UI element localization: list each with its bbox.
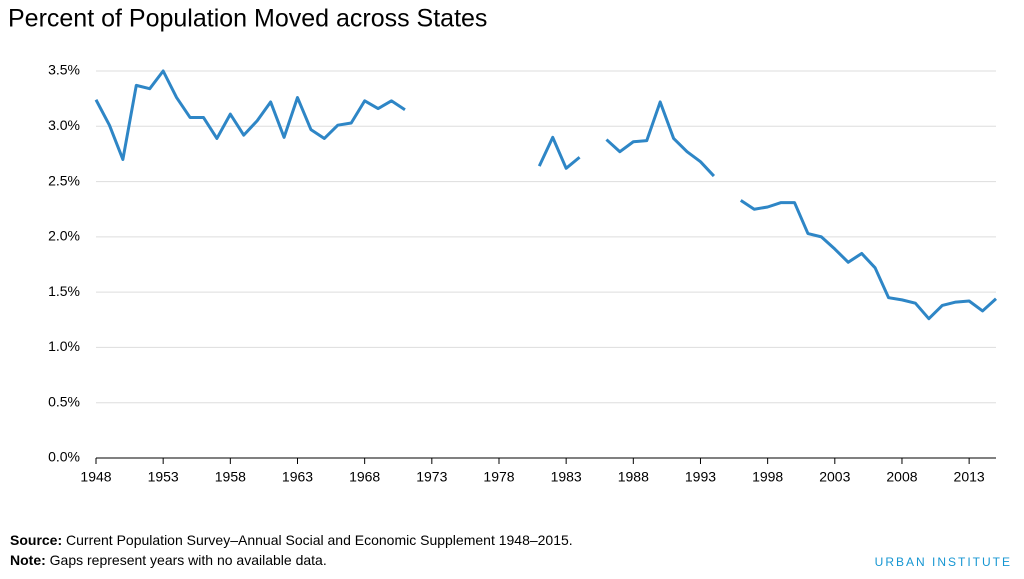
source-text: Current Population Survey–Annual Social … — [66, 532, 573, 548]
source-label: Source: — [10, 532, 62, 548]
y-tick-label: 0.0% — [48, 449, 80, 465]
x-tick-label: 1948 — [80, 469, 111, 485]
x-tick-label: 1968 — [349, 469, 380, 485]
brand: URBAN INSTITUTE — [875, 555, 1012, 569]
x-tick-label: 1953 — [148, 469, 179, 485]
data-line — [94, 69, 998, 321]
x-tick-label: 2013 — [954, 469, 985, 485]
x-tick-label: 1983 — [551, 469, 582, 485]
y-tick-label: 2.5% — [48, 172, 80, 188]
x-tick-label: 2003 — [819, 469, 850, 485]
x-tick-label: 1998 — [752, 469, 783, 485]
note-text: Gaps represent years with no available d… — [50, 552, 327, 568]
note-label: Note: — [10, 552, 46, 568]
x-tick-label: 1993 — [685, 469, 716, 485]
y-tick-label: 1.0% — [48, 338, 80, 354]
y-tick-label: 1.5% — [48, 283, 80, 299]
x-tick-label: 1978 — [483, 469, 514, 485]
x-tick-label: 1963 — [282, 469, 313, 485]
source: Source: Current Population Survey–Annual… — [10, 532, 573, 548]
y-tick-label: 3.0% — [48, 117, 80, 133]
y-tick-label: 0.5% — [48, 393, 80, 409]
chart-title: Percent of Population Moved across State… — [8, 5, 487, 33]
x-tick-label: 1973 — [416, 469, 447, 485]
x-tick-label: 2008 — [886, 469, 917, 485]
x-tick-label: 1958 — [215, 469, 246, 485]
y-tick-label: 2.0% — [48, 228, 80, 244]
y-tick-label: 3.5% — [48, 62, 80, 78]
x-tick-label: 1988 — [618, 469, 649, 485]
note: Note: Gaps represent years with no avail… — [10, 552, 327, 568]
